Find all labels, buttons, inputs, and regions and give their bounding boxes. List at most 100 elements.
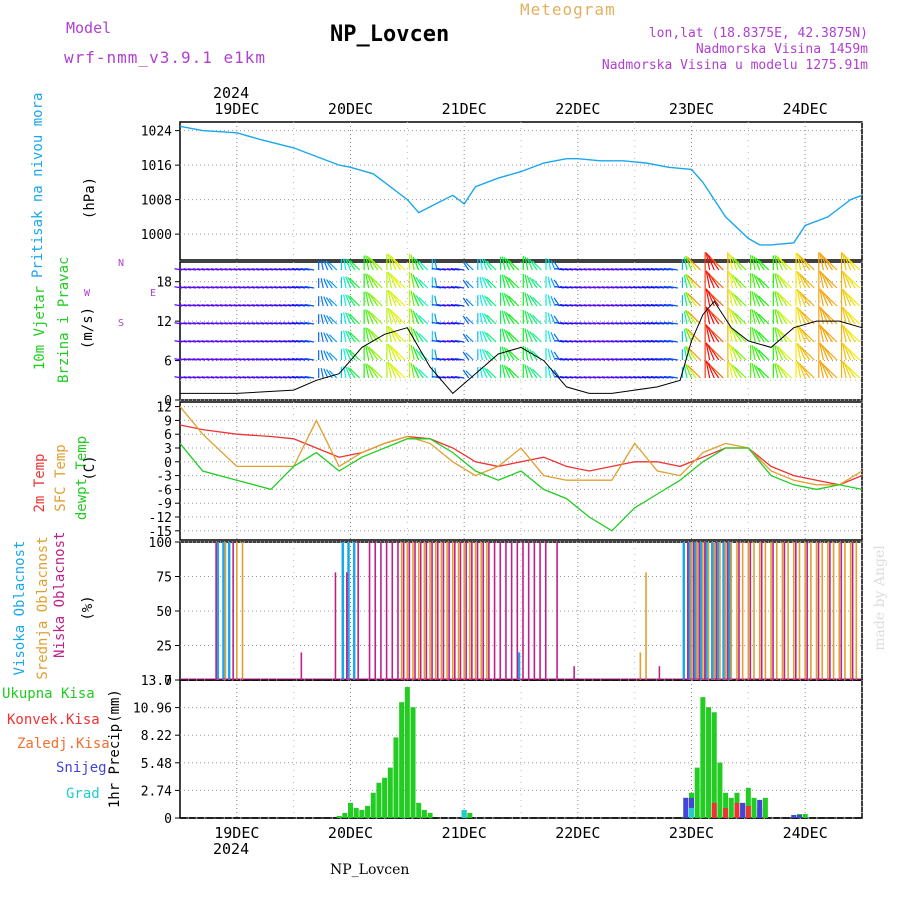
wind-arrow (730, 254, 738, 271)
wind-arrow (637, 286, 647, 289)
wind-arrow (624, 322, 633, 325)
wind-arrow (215, 286, 224, 289)
wind-arrow (606, 268, 615, 271)
wind-arrow (610, 376, 619, 379)
wind-arrow (481, 348, 488, 361)
wind-arrow (192, 322, 201, 325)
wind-arrow (446, 322, 456, 325)
wind-arrow (370, 330, 383, 343)
wind-arrow (619, 358, 628, 361)
wind-arrow (524, 364, 529, 379)
wind-arrow (412, 292, 420, 307)
wind-arrow (328, 262, 338, 271)
wind-arrow (345, 330, 352, 343)
wind-arrow (734, 294, 747, 307)
wind-arrow (755, 347, 765, 361)
wind-arrow (323, 332, 329, 343)
ytick-label-temp: -15 (149, 525, 172, 540)
wind-arrow (728, 289, 734, 307)
wind-arrow (842, 252, 847, 271)
wind-arrow (820, 253, 829, 271)
wind-arrow (283, 358, 292, 361)
wind-arrow (237, 322, 247, 325)
wind-arrow (526, 311, 533, 325)
wind-arrow (328, 334, 338, 343)
wind-arrow (683, 293, 688, 307)
precip-bar-snow (740, 802, 746, 818)
precip-bar-total (416, 802, 422, 818)
wind-arrow (685, 327, 693, 343)
ytick-label-cloud: 75 (156, 571, 172, 586)
wind-arrow (434, 367, 438, 379)
wind-arrow (415, 312, 424, 325)
wind-arrow (823, 347, 838, 361)
wind-arrow (183, 286, 192, 289)
wind-arrow (606, 304, 615, 307)
wind-arrow (365, 273, 370, 289)
wind-arrow (819, 270, 824, 289)
wind-arrow (734, 366, 747, 379)
wind-arrow (685, 309, 693, 325)
year-top: 2024 (213, 84, 250, 102)
wind-arrow (734, 258, 747, 271)
wind-arrow (345, 348, 352, 361)
wind-arrow (529, 330, 538, 343)
wind-arrow (183, 268, 192, 271)
wind-arrow (555, 321, 565, 325)
wind-arrow (532, 314, 542, 325)
wind-arrow (328, 298, 338, 307)
wind-arrow (547, 330, 552, 343)
wind-arrow (442, 322, 451, 325)
wind-arrow (532, 296, 542, 307)
wind-arrow (505, 330, 515, 343)
wind-arrow (210, 286, 219, 289)
wind-arrow (462, 297, 470, 307)
wind-arrow (706, 253, 715, 271)
wind-arrow (650, 304, 660, 307)
wind-arrow (610, 304, 619, 307)
wind-arrow (206, 340, 215, 343)
wind-arrow (578, 340, 588, 343)
wind-arrow (389, 254, 397, 271)
wind-arrow (685, 345, 693, 361)
wind-arrow (560, 340, 569, 343)
wind-arrow (174, 268, 183, 271)
precip-bar-total (365, 805, 371, 818)
wind-arrow (454, 303, 465, 307)
wind-arrow (431, 303, 442, 307)
wind-arrow (732, 274, 743, 289)
precip-bar-total (404, 687, 410, 818)
wind-arrow (483, 277, 492, 289)
wind-arrow (347, 312, 356, 325)
wind-arrow (560, 304, 569, 307)
wind-arrow (501, 310, 506, 325)
wind-arrow (389, 290, 397, 307)
wind-arrow (728, 343, 734, 361)
wind-arrow (705, 252, 711, 271)
wind-arrow (592, 358, 601, 361)
wind-arrow (328, 280, 338, 289)
wind-arrow (483, 259, 492, 271)
day-label-top: 23DEC (669, 100, 714, 118)
wind-arrow (446, 358, 456, 361)
wind-arrow (597, 358, 606, 361)
wind-arrow (390, 255, 402, 271)
wind-arrow (415, 258, 424, 271)
wind-arrow (368, 292, 379, 307)
wind-arrow (260, 358, 269, 361)
wind-arrow (655, 267, 665, 271)
wind-arrow (801, 365, 815, 379)
wind-arrow (197, 286, 206, 289)
wind-arrow (431, 321, 442, 325)
wind-arrow (242, 304, 251, 307)
wind-arrow (779, 347, 792, 361)
wind-arrow (503, 275, 511, 289)
wind-arrow (668, 339, 678, 343)
wind-arrow (415, 294, 424, 307)
precip-bar-total (336, 815, 342, 818)
wind-arrow (706, 325, 715, 343)
wind-arrow (588, 358, 597, 361)
wind-arrow (431, 285, 442, 289)
wind-arrow (819, 342, 824, 361)
ytick-label-cloud: 100 (149, 536, 172, 551)
